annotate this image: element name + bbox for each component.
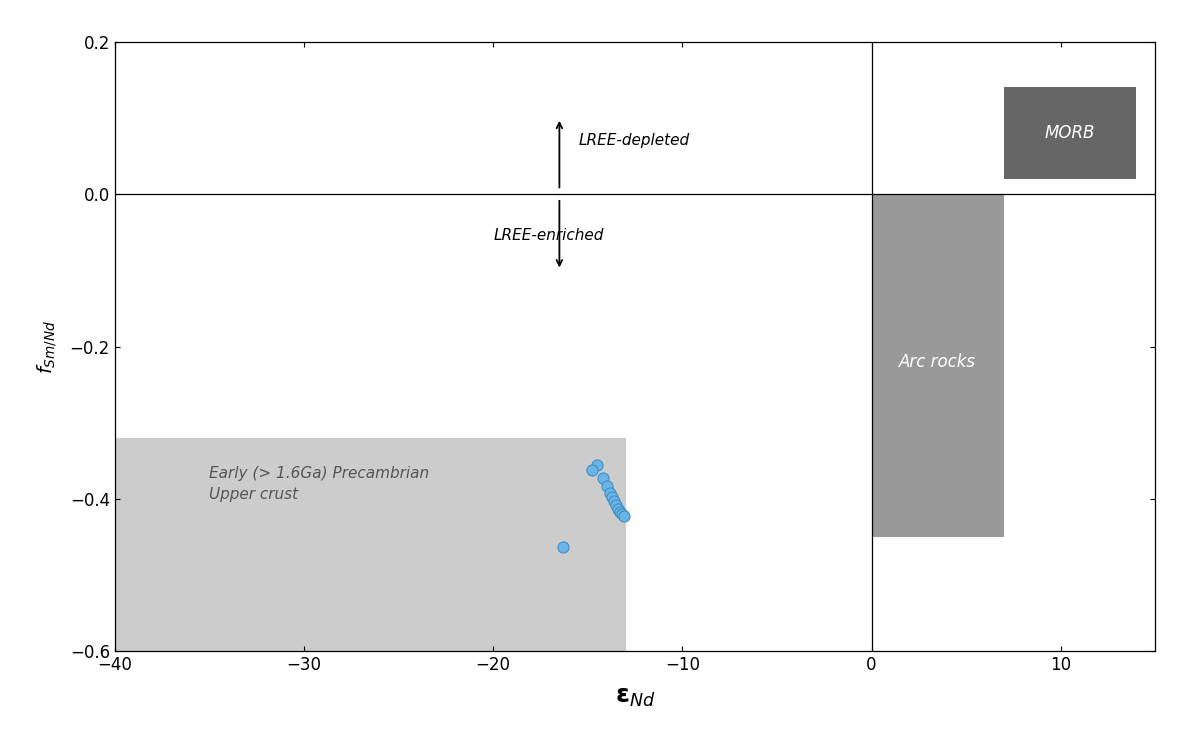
Text: MORB: MORB — [1045, 124, 1095, 142]
Point — [597, 480, 616, 492]
Text: LREE-depleted: LREE-depleted — [578, 133, 689, 148]
Point — [594, 472, 613, 484]
Point — [613, 508, 632, 520]
Point — [614, 510, 633, 522]
Point — [582, 464, 601, 476]
Text: Arc rocks: Arc rocks — [900, 353, 976, 371]
Point — [608, 503, 627, 515]
Point — [607, 499, 626, 511]
Text: LREE-enriched: LREE-enriched — [493, 228, 603, 243]
Point — [588, 458, 607, 470]
Point — [603, 492, 622, 504]
Point — [605, 496, 624, 507]
Point — [553, 541, 572, 553]
X-axis label: $\mathbf{\varepsilon}_{Nd}$: $\mathbf{\varepsilon}_{Nd}$ — [615, 685, 656, 709]
Bar — [871, 194, 1004, 537]
Bar — [1004, 88, 1136, 179]
Y-axis label: $f_{Sm/Nd}$: $f_{Sm/Nd}$ — [35, 319, 58, 373]
Point — [610, 506, 630, 518]
Text: Early (> 1.6Ga) Precambrian
Upper crust: Early (> 1.6Ga) Precambrian Upper crust — [209, 466, 430, 501]
Point — [601, 487, 620, 498]
Bar — [115, 438, 626, 651]
